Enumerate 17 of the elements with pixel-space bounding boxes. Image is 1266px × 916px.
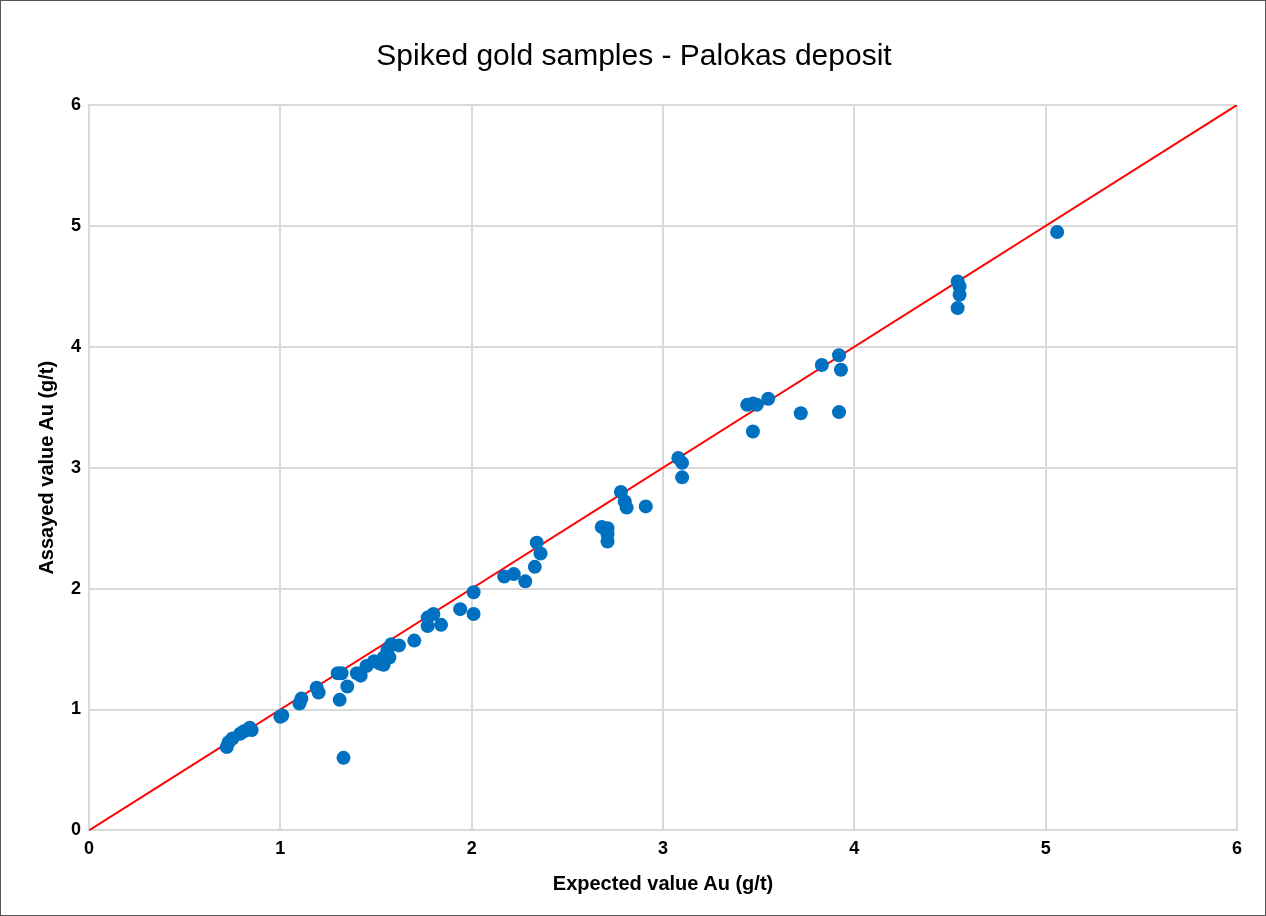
x-axis-title: Expected value Au (g/t) [552, 871, 774, 894]
x-tick-label: 4 [849, 838, 860, 859]
y-tick-label: 3 [71, 456, 82, 477]
x-tick-label: 0 [84, 838, 95, 859]
x-tick-label: 2 [466, 838, 477, 859]
x-tick-label: 6 [1231, 838, 1243, 859]
x-tick-label: 1 [275, 838, 286, 859]
y-tick-label: 1 [71, 698, 82, 719]
y-tick-label: 0 [71, 819, 82, 840]
x-tick-label: 3 [658, 838, 669, 859]
y-tick-label: 5 [71, 214, 82, 235]
y-tick-label: 2 [71, 577, 82, 598]
x-tick-label: 5 [1040, 838, 1051, 859]
y-tick-label: 4 [71, 335, 82, 356]
y-axis-title: Assayed value Au (g/t) [34, 360, 57, 575]
y-tick-label: 6 [71, 93, 82, 114]
chart-title: Spiked gold samples - Palokas deposit [376, 38, 893, 72]
